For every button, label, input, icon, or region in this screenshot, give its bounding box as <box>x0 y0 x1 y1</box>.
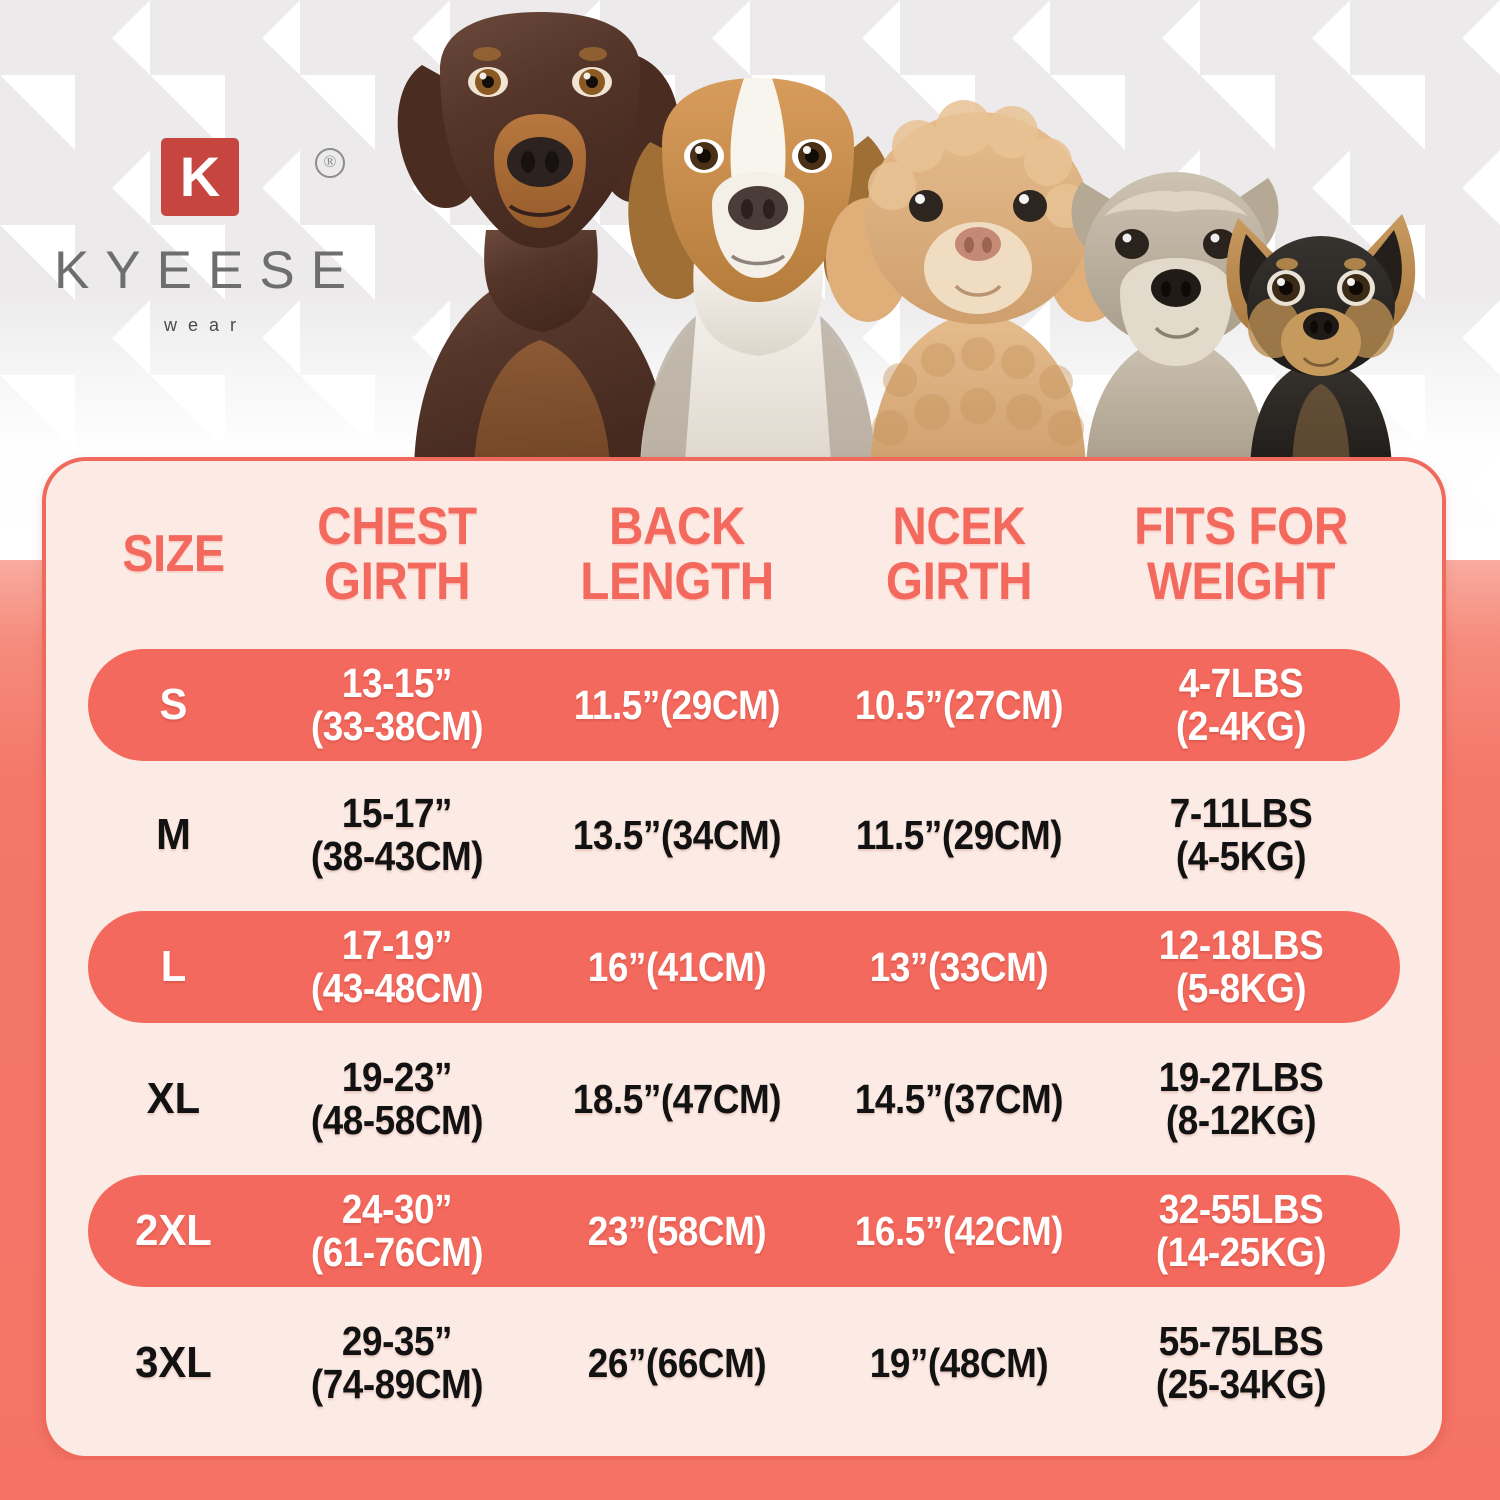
cell-fits-for-weight: 55-75LBS (25-34KG) <box>1155 1318 1327 1407</box>
table-row: M 15-17” (38-43CM) 13.5”(34CM) 11.5”(29C… <box>46 779 1442 891</box>
header-neck-girth: NCEK GIRTH <box>885 496 1033 611</box>
table-row: 3XL 29-35” (74-89CM) 26”(66CM) 19”(48CM)… <box>46 1307 1442 1419</box>
registered-trademark-icon: ® <box>315 148 345 178</box>
chihuahua-dog <box>1226 214 1416 475</box>
dog-group-photo <box>370 10 1460 475</box>
cell-neck-girth: 19”(48CM) <box>869 1339 1049 1386</box>
bottom-coral-strip <box>0 1460 1500 1500</box>
cell-back-length: 16”(41CM) <box>587 943 767 990</box>
logo-mark-letter: K <box>179 145 221 208</box>
table-row: L 17-19” (43-48CM) 16”(41CM) 13”(33CM) 1… <box>46 911 1442 1023</box>
cell-chest-girth: 13-15” (33-38CM) <box>310 660 484 749</box>
cell-neck-girth: 13”(33CM) <box>869 943 1049 990</box>
header-chest-girth: CHEST GIRTH <box>317 496 477 611</box>
cell-size: XL <box>146 1074 201 1124</box>
cell-size: 2XL <box>135 1206 212 1256</box>
cell-fits-for-weight: 7-11LBS (4-5KG) <box>1169 790 1313 879</box>
cell-back-length: 18.5”(47CM) <box>572 1075 782 1122</box>
header-back-length: BACK LENGTH <box>580 496 774 611</box>
cell-neck-girth: 16.5”(42CM) <box>854 1207 1064 1254</box>
row-highlight-pill <box>88 649 1400 761</box>
cell-back-length: 26”(66CM) <box>587 1339 767 1386</box>
cell-size: 3XL <box>135 1338 212 1388</box>
table-row: XL 19-23” (48-58CM) 18.5”(47CM) 14.5”(37… <box>46 1043 1442 1155</box>
cell-back-length: 23”(58CM) <box>587 1207 767 1254</box>
logo-mark-wrap: K ® <box>163 140 345 214</box>
cell-chest-girth: 24-30” (61-76CM) <box>310 1186 484 1275</box>
cell-back-length: 13.5”(34CM) <box>572 811 782 858</box>
brand-logo: K ® KYEESE wear <box>25 140 375 336</box>
table-row: S 13-15” (33-38CM) 11.5”(29CM) 10.5”(27C… <box>46 649 1442 761</box>
header-size: SIZE <box>122 524 225 583</box>
cell-fits-for-weight: 32-55LBS (14-25KG) <box>1155 1186 1327 1275</box>
table-row: 2XL 24-30” (61-76CM) 23”(58CM) 16.5”(42C… <box>46 1175 1442 1287</box>
doberman-dog <box>397 12 680 475</box>
cell-fits-for-weight: 4-7LBS (2-4KG) <box>1175 660 1307 749</box>
table-header-row: SIZE CHEST GIRTH BACK LENGTH NCEK GIRTH … <box>46 469 1442 639</box>
cell-fits-for-weight: 19-27LBS (8-12KG) <box>1158 1054 1324 1143</box>
size-chart-panel: SIZE CHEST GIRTH BACK LENGTH NCEK GIRTH … <box>42 457 1446 1460</box>
row-highlight-pill <box>88 1175 1400 1287</box>
brand-tagline: wear <box>163 315 247 335</box>
cell-back-length: 11.5”(29CM) <box>573 681 781 728</box>
logo-k-mark: K <box>163 140 237 214</box>
beagle-dog <box>628 78 898 475</box>
cell-chest-girth: 15-17” (38-43CM) <box>310 790 484 879</box>
cell-size: M <box>156 810 191 860</box>
cell-chest-girth: 29-35” (74-89CM) <box>310 1318 484 1407</box>
cell-size: S <box>159 680 188 730</box>
cell-neck-girth: 14.5”(37CM) <box>854 1075 1064 1122</box>
cell-neck-girth: 10.5”(27CM) <box>854 681 1064 728</box>
row-highlight-pill <box>88 911 1400 1023</box>
cell-chest-girth: 19-23” (48-58CM) <box>310 1054 484 1143</box>
header-fits-for-weight: FITS FOR WEIGHT <box>1134 496 1348 611</box>
cell-neck-girth: 11.5”(29CM) <box>855 811 1063 858</box>
cell-size: L <box>160 942 187 992</box>
cell-chest-girth: 17-19” (43-48CM) <box>310 922 484 1011</box>
cell-fits-for-weight: 12-18LBS (5-8KG) <box>1158 922 1324 1011</box>
brand-name: KYEESE <box>53 241 363 300</box>
